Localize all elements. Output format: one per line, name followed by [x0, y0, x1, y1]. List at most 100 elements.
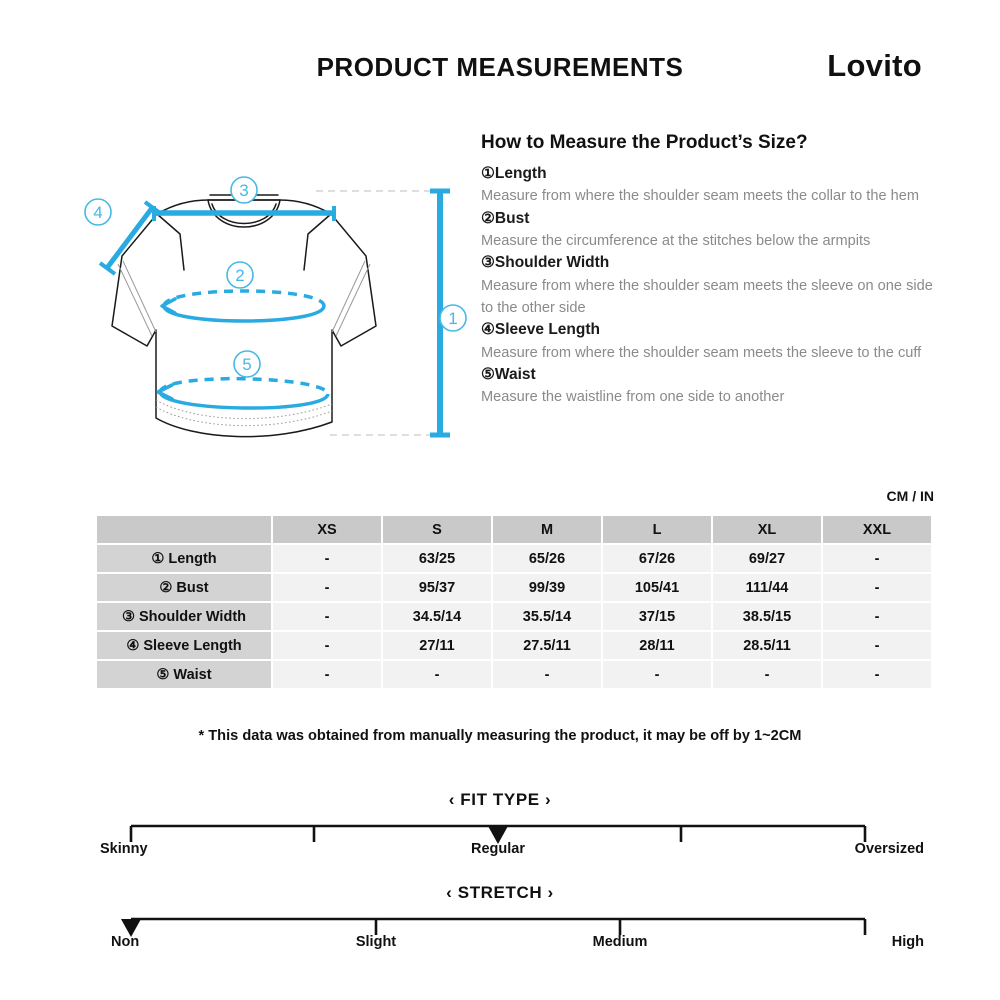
column-header-m: M: [493, 516, 601, 543]
cell-waist-xs: -: [273, 661, 381, 688]
callout-length-line: [430, 188, 450, 438]
callout-badge-1: 1: [439, 304, 467, 332]
stretch-marker: [121, 919, 141, 937]
cell-length-xxl: -: [823, 545, 931, 572]
measure-item-sleeve-length: ④Sleeve Length Measure from where the sh…: [481, 319, 941, 364]
callout-badge-3: 3: [230, 176, 258, 204]
cell-shoulder-xs: -: [273, 603, 381, 630]
fit-type-label-regular: Regular: [471, 841, 525, 857]
row-label-bust: ② Bust: [97, 574, 271, 601]
stretch-scale: [0, 905, 1000, 951]
cell-shoulder-xl: 38.5/15: [713, 603, 821, 630]
cell-length-l: 67/26: [603, 545, 711, 572]
measure-item-waist-head: ⑤Waist: [481, 365, 536, 383]
measure-item-shoulder-width-head: ③Shoulder Width: [481, 254, 610, 272]
page-title: PRODUCT MEASUREMENTS: [316, 52, 684, 82]
table-row: ④ Sleeve Length - 27/11 27.5/11 28/11 28…: [97, 632, 931, 659]
callout-badge-4: 4: [84, 198, 112, 226]
table-row: ③ Shoulder Width - 34.5/14 35.5/14 37/15…: [97, 603, 931, 630]
callout-bust-line: [160, 289, 326, 323]
cell-shoulder-l: 37/15: [603, 603, 711, 630]
cell-bust-l: 105/41: [603, 574, 711, 601]
cell-bust-xs: -: [273, 574, 381, 601]
measure-item-length: ①Length Measure from where the shoulder …: [481, 163, 941, 208]
callout-waist-line: [156, 376, 330, 410]
measure-item-waist-desc: Measure the waistline from one side to a…: [481, 389, 785, 406]
cell-sleeve-xl: 28.5/11: [713, 632, 821, 659]
measure-item-bust: ②Bust Measure the circumference at the s…: [481, 208, 941, 253]
table-row: ② Bust - 95/37 99/39 105/41 111/44 -: [97, 574, 931, 601]
garment-diagram: 3 4 2 5 1: [44, 160, 474, 460]
column-header-s: S: [383, 516, 491, 543]
cell-sleeve-m: 27.5/11: [493, 632, 601, 659]
row-label-sleeve-length: ④ Sleeve Length: [97, 632, 271, 659]
callout-badge-5: 5: [233, 350, 261, 378]
fit-type-scale: [0, 812, 1000, 858]
stretch-label-medium: Medium: [592, 934, 648, 950]
stretch-label-non: Non: [111, 934, 140, 950]
callout-badge-1-label: 1: [448, 309, 457, 328]
measure-item-bust-desc: Measure the circumference at the stitche…: [481, 233, 871, 250]
cell-waist-l: -: [603, 661, 711, 688]
row-label-length: ① Length: [97, 545, 271, 572]
measure-item-waist: ⑤Waist Measure the waistline from one si…: [481, 364, 941, 409]
brand-logo: Lovito: [827, 48, 922, 83]
size-table: XS S M L XL XXL ① Length - 63/25 65/26 6…: [95, 514, 933, 690]
cell-sleeve-s: 27/11: [383, 632, 491, 659]
cell-shoulder-m: 35.5/14: [493, 603, 601, 630]
table-corner-cell: [97, 516, 271, 543]
table-row: ① Length - 63/25 65/26 67/26 69/27 -: [97, 545, 931, 572]
callout-sleeve-length-line: [98, 200, 162, 276]
cell-length-xl: 69/27: [713, 545, 821, 572]
how-to-measure-panel: How to Measure the Product’s Size? ①Leng…: [481, 132, 941, 408]
page-header: PRODUCT MEASUREMENTS Lovito: [0, 48, 1000, 96]
cell-shoulder-xxl: -: [823, 603, 931, 630]
cell-sleeve-xxl: -: [823, 632, 931, 659]
callout-shoulder-width-line: [152, 206, 336, 221]
measure-item-shoulder-width: ③Shoulder Width Measure from where the s…: [481, 252, 941, 319]
measure-item-length-desc: Measure from where the shoulder seam mee…: [481, 188, 920, 205]
fit-type-marker: [488, 826, 508, 844]
cell-shoulder-s: 34.5/14: [383, 603, 491, 630]
row-label-waist: ⑤ Waist: [97, 661, 271, 688]
table-header-row: XS S M L XL XXL: [97, 516, 931, 543]
cell-length-xs: -: [273, 545, 381, 572]
stretch-labels: Non Slight Medium High: [0, 934, 1000, 954]
cell-bust-xl: 111/44: [713, 574, 821, 601]
callout-badge-5-label: 5: [242, 355, 251, 374]
measure-item-sleeve-length-head: ④Sleeve Length: [481, 321, 600, 339]
callout-badge-4-label: 4: [93, 203, 102, 222]
unit-label: CM / IN: [886, 488, 934, 504]
stretch-title: ‹ STRETCH ›: [446, 883, 554, 902]
callout-badge-3-label: 3: [239, 181, 248, 200]
column-header-xs: XS: [273, 516, 381, 543]
cell-waist-xl: -: [713, 661, 821, 688]
column-header-l: L: [603, 516, 711, 543]
fit-type-title: ‹ FIT TYPE ›: [448, 790, 552, 809]
tshirt-illustration: 3 4 2 5 1: [84, 176, 467, 438]
measure-item-shoulder-width-desc: Measure from where the shoulder seam mee…: [481, 277, 933, 316]
table-row: ⑤ Waist - - - - - -: [97, 661, 931, 688]
callout-badge-2: 2: [226, 261, 254, 289]
callout-badges: 3 4 2 5 1: [84, 176, 467, 378]
cell-bust-m: 99/39: [493, 574, 601, 601]
cell-bust-s: 95/37: [383, 574, 491, 601]
row-label-shoulder-width: ③ Shoulder Width: [97, 603, 271, 630]
cell-waist-m: -: [493, 661, 601, 688]
measurement-disclaimer: * This data was obtained from manually m…: [198, 728, 802, 744]
column-header-xxl: XXL: [823, 516, 931, 543]
stretch-label-high: High: [891, 934, 924, 950]
cell-length-m: 65/26: [493, 545, 601, 572]
cell-length-s: 63/25: [383, 545, 491, 572]
cell-sleeve-xs: -: [273, 632, 381, 659]
how-to-measure-title: How to Measure the Product’s Size?: [481, 132, 808, 153]
cell-bust-xxl: -: [823, 574, 931, 601]
stretch-label-slight: Slight: [355, 934, 397, 950]
measure-item-bust-head: ②Bust: [481, 209, 530, 227]
cell-waist-s: -: [383, 661, 491, 688]
measure-item-length-head: ①Length: [481, 165, 547, 182]
fit-type-label-skinny: Skinny: [100, 841, 148, 857]
fit-type-label-oversized: Oversized: [854, 841, 924, 857]
column-header-xl: XL: [713, 516, 821, 543]
